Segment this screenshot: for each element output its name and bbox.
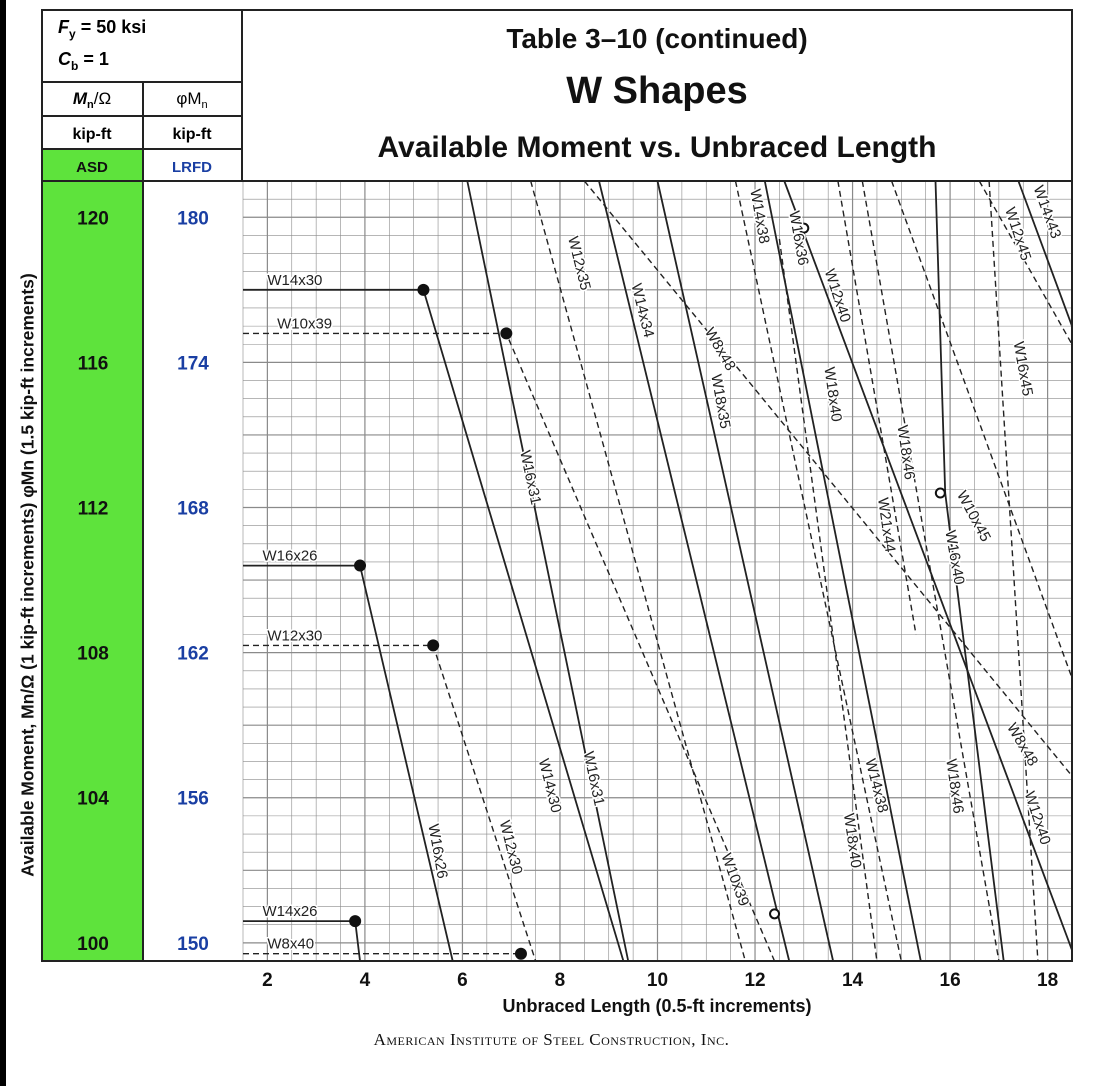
series-line-w12x35 [530,180,746,962]
series-line-w14x43 [1017,180,1073,327]
lrfd-tick-label: 180 [177,208,209,229]
series-label-w16x45: W16x45 [1010,340,1036,397]
series-label-w18x40: W18x40 [840,812,864,869]
x-tick-label: 6 [457,970,468,991]
x-tick-label: 12 [744,970,765,991]
lrfd-tick-label: 168 [177,499,209,520]
series-label-w18x46: W18x46 [942,758,966,815]
lrfd-heading: φMn [176,89,207,111]
series-label-w12x30: W12x30 [496,819,526,877]
chart-grid [242,180,1073,962]
series-label-w12x45: W12x45 [1001,205,1034,263]
asd-tick-label: 104 [77,789,109,810]
asd-units: kip-ft [72,126,112,143]
series-line-w18x46 [861,180,1000,962]
lrfd-tick-label: 162 [177,644,209,665]
asd-label: ASD [76,159,108,176]
lrfd-label: LRFD [172,159,212,176]
footer-publisher: American Institute of Steel Construction… [373,1030,730,1049]
series-line-w18x40 [778,238,878,962]
series-line-w10x45 [890,180,1073,679]
series-label-w16x31: W16x31 [516,449,544,506]
x-tick-label: 2 [262,970,273,991]
series-line-w16x36 [763,180,922,962]
series-marker-w12x30 [427,639,440,652]
y-axis-title: Available Moment, Mn/Ω (1 kip-ft increme… [17,273,38,877]
series-marker-w10x39 [500,327,513,340]
series-label-w16x36: W16x36 [785,210,811,267]
series-marker-w14x30 [417,283,430,296]
series-line-w16x26 [243,564,454,962]
series-line-w8x48 [583,180,1073,777]
series-label-w14x38: W14x38 [862,757,892,815]
series-label-w14x26: W14x26 [263,903,318,920]
series-label-w12x30: W12x30 [267,627,322,644]
series-line-w16x40 [934,180,1005,962]
series-label-w16x26: W16x26 [424,823,450,880]
asd-column-highlight [42,149,143,961]
series-marker-w14x26 [349,915,362,928]
chart-title: Available Moment vs. Unbraced Length [378,131,937,164]
series-line-w18x35 [656,180,834,962]
x-tick-label: 16 [940,970,961,991]
series-line-w12x40 [783,180,1073,951]
series-label-w16x31: W16x31 [580,750,608,807]
x-tick-label: 14 [842,970,864,991]
x-axis-title: Unbraced Length (0.5-ft increments) [502,996,811,1016]
series-marker-w8x40 [514,947,527,960]
scan-edge-bar [0,0,6,1086]
series-label-w18x40: W18x40 [820,366,844,423]
series-label-w8x48: W8x48 [1003,720,1041,769]
header-table [41,9,1073,962]
chart-series [243,180,1073,962]
series-marker-w16x26 [354,559,367,572]
table-number: Table 3–10 (continued) [506,23,807,54]
asd-tick-label: 100 [77,934,109,955]
asd-tick-label: 112 [78,499,109,520]
lrfd-units: kip-ft [172,126,212,143]
chart-labels: W14x30W14x30W10x39W10x39W16x26W16x26W12x… [261,182,1066,954]
series-label-w14x43: W14x43 [1030,183,1065,241]
asd-tick-label: 108 [77,644,109,665]
series-marker-w16x40 [934,487,946,499]
x-tick-label: 18 [1037,970,1058,991]
series-label-w12x40: W12x40 [821,267,854,325]
series-marker-w18x40 [769,908,781,920]
series-label-w21x44: W21x44 [874,497,898,554]
x-tick-label: 10 [647,970,668,991]
asd-tick-label: 120 [77,208,109,229]
series-line-w14x34 [598,180,791,962]
series-line-w16x45 [988,180,1039,962]
lrfd-tick-label: 156 [177,789,209,810]
series-line-w14x38 [734,180,902,962]
series-line-w12x45 [978,180,1073,345]
series-line-w21x44 [837,180,917,635]
series-label-w8x48: W8x48 [701,325,739,374]
series-label-w16x40: W16x40 [941,529,967,586]
lrfd-tick-label: 150 [177,934,209,955]
shape-title: W Shapes [566,70,748,112]
series-label-w8x40: W8x40 [267,936,314,953]
series-label-w18x46: W18x46 [894,424,918,481]
series-label-w16x26: W16x26 [263,548,318,565]
lrfd-tick-label: 174 [177,353,209,374]
x-tick-label: 8 [555,970,566,991]
asd-tick-label: 116 [78,353,109,374]
cb-line: Cb = 1 [58,49,109,73]
series-label-w10x39: W10x39 [277,315,332,332]
series-label-w12x35: W12x35 [564,235,594,293]
x-tick-label: 4 [360,970,371,991]
series-marker-w12x40 [798,222,810,234]
asd-heading: Mn/Ω [73,89,111,111]
chart-ticks: 2 4 6 8 10 12 14 16 18 100 104 108 112 116 120 150 156 16… [77,208,1058,991]
series-label-w14x30: W14x30 [267,272,322,289]
series-line-w16x31 [466,180,630,962]
fy-line: Fy = 50 ksi [58,17,146,41]
